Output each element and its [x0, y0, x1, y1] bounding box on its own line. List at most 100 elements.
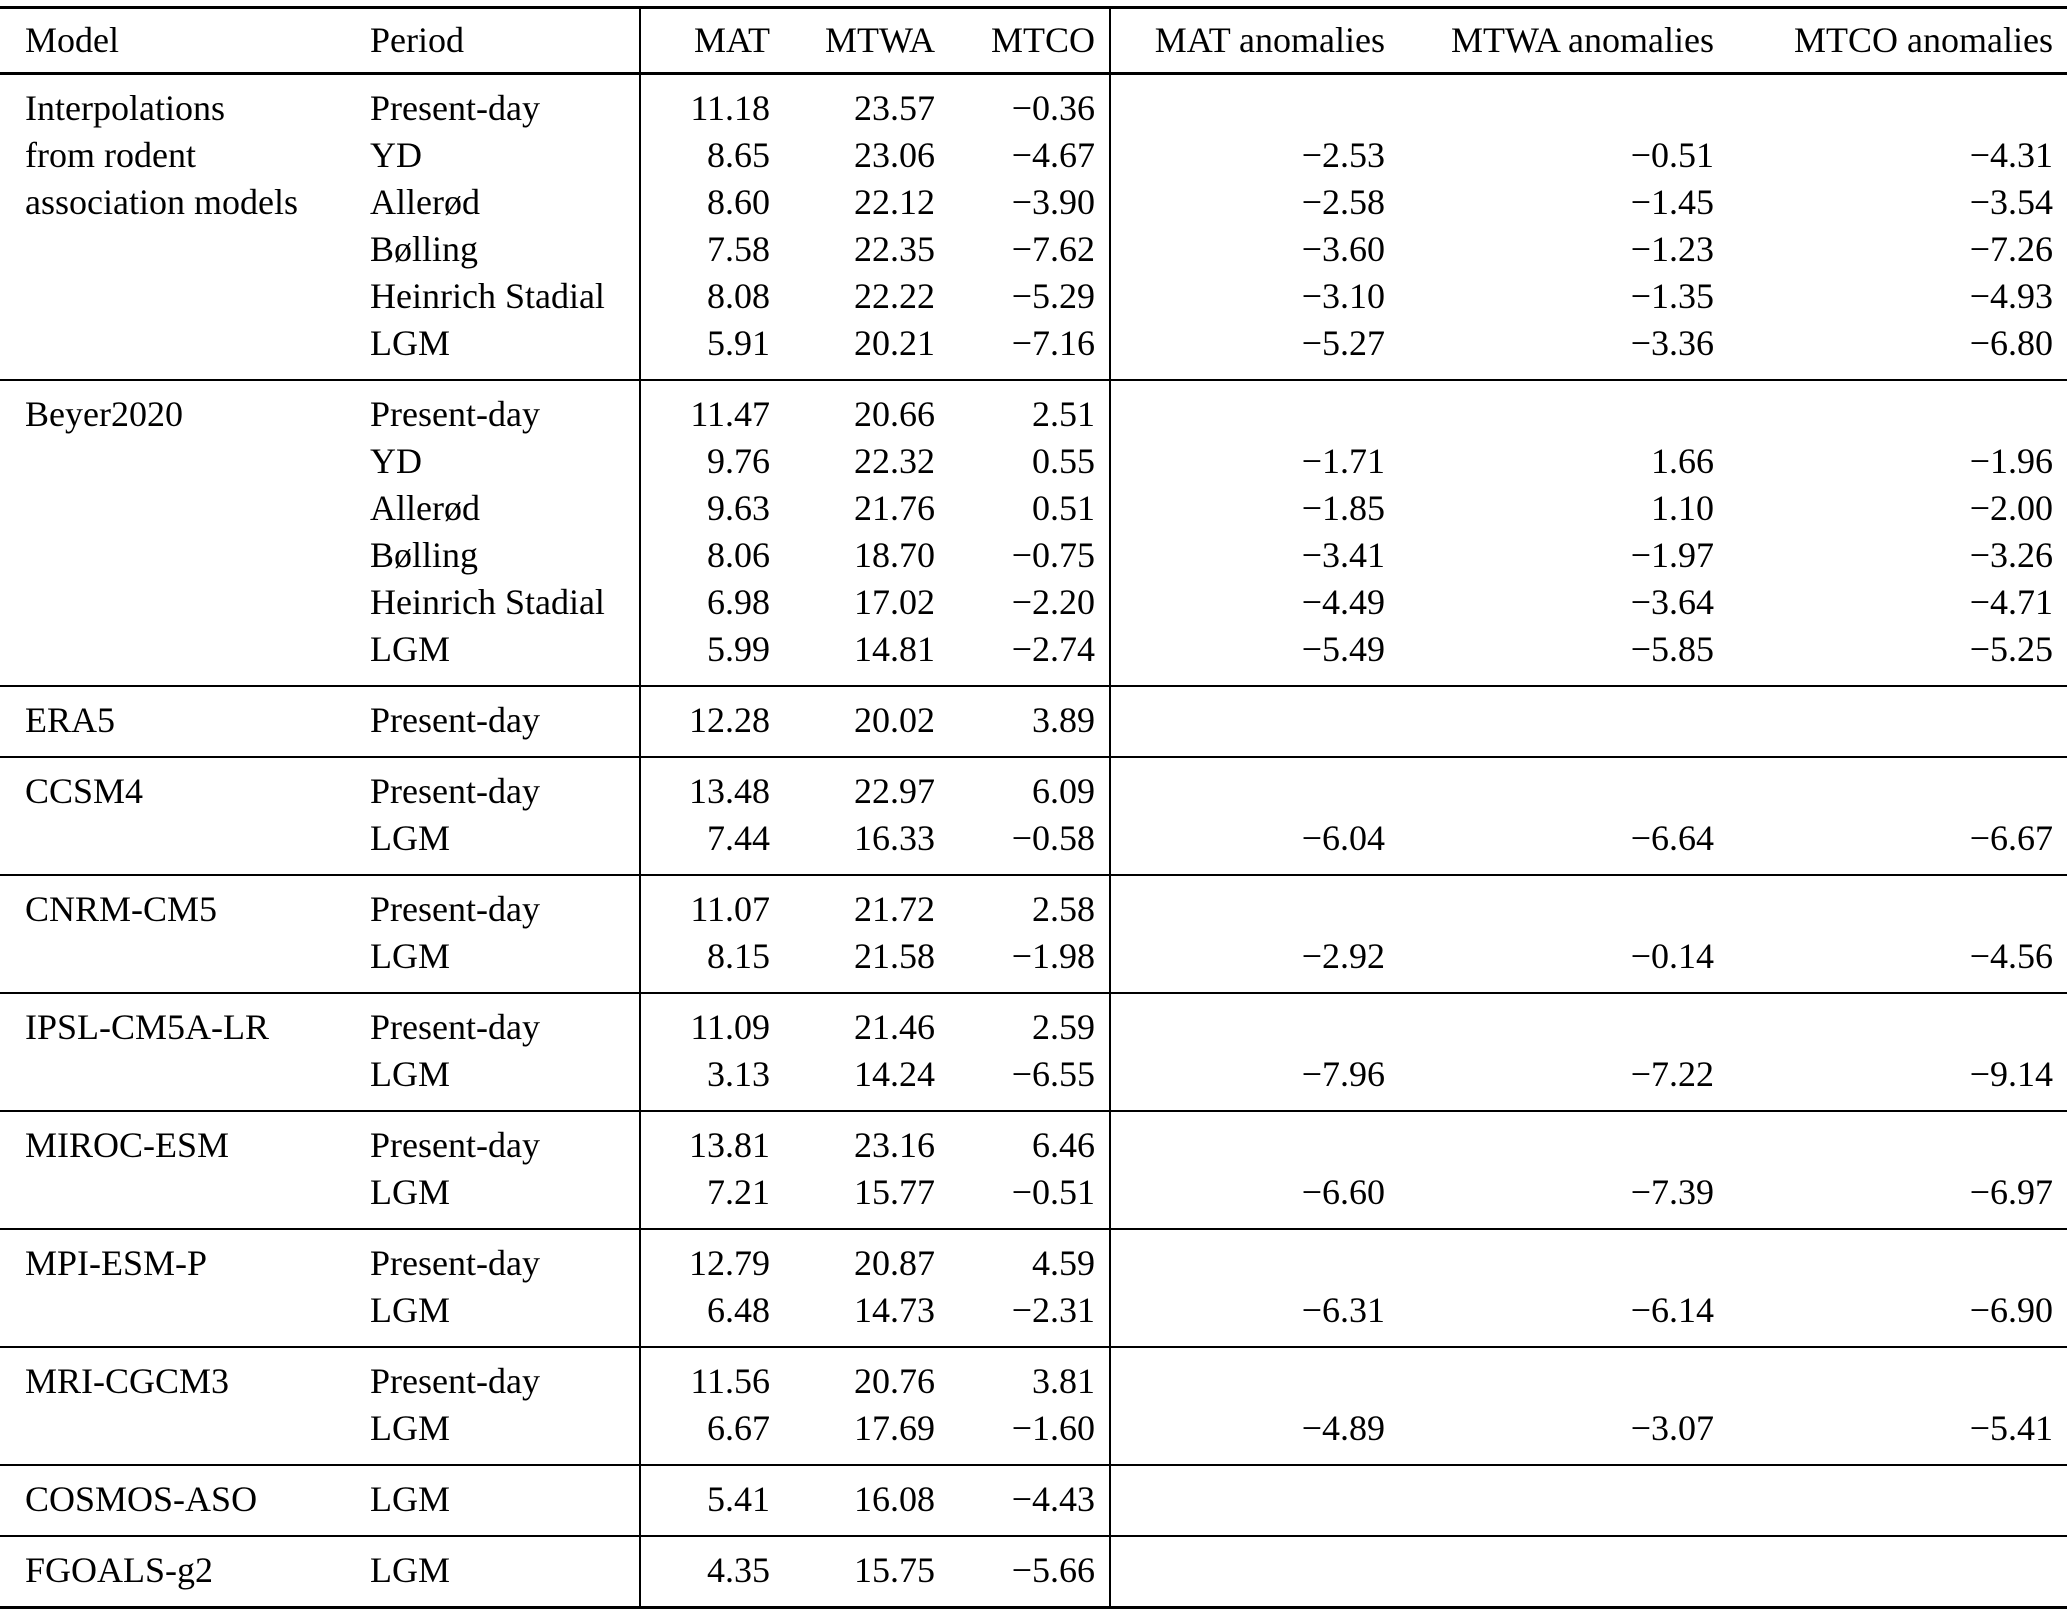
mtco-cell: −4.43 [945, 1464, 1110, 1536]
mat-cell: 8.08 [639, 273, 780, 320]
mat-cell: 13.48 [639, 756, 780, 815]
mtco-anom-cell: −1.96 [1969, 441, 2053, 481]
mtco-anom-cell [1720, 1228, 2067, 1287]
mtwa-cell: 20.66 [780, 379, 945, 438]
model-name-cell: association models [25, 182, 298, 222]
mtwa-anom-cell: 1.10 [1651, 488, 1714, 528]
table-row: Interpolations Present-day 11.18 23.57 −0.36 [0, 72, 2067, 132]
mat-anom-cell [1109, 379, 1395, 438]
table-row: LGM 6.67 17.69 −1.60 −4.89 −3.07 −5.41 [0, 1405, 2067, 1465]
mtco-anom-cell: −4.93 [1969, 276, 2053, 316]
column-header-model: Model [0, 7, 345, 75]
mtco-cell: 3.81 [945, 1346, 1110, 1405]
mtwa-anom-cell: −7.22 [1630, 1054, 1714, 1094]
period-cell: Present-day [345, 685, 640, 757]
mtco-anom-cell [1720, 1346, 2067, 1405]
mat-anom-cell [1109, 874, 1395, 933]
mtwa-cell: 17.02 [854, 582, 935, 622]
mtco-anom-cell: −6.97 [1969, 1172, 2053, 1212]
mtco-cell: −0.36 [945, 72, 1110, 132]
mtco-cell: −1.98 [1011, 936, 1095, 976]
mtwa-anom-cell: −6.64 [1630, 818, 1714, 858]
mat-anom-cell: −5.49 [1109, 626, 1395, 686]
period-cell: Present-day [345, 992, 640, 1051]
table-row: Allerød 9.63 21.76 0.51 −1.85 1.10 −2.00 [0, 485, 2067, 532]
period-cell: YD [370, 441, 422, 481]
mtco-cell: 0.55 [1032, 441, 1095, 481]
mat-cell: 5.41 [639, 1464, 780, 1536]
mtwa-cell: 16.08 [780, 1464, 945, 1536]
table-row: LGM 8.15 21.58 −1.98 −2.92 −0.14 −4.56 [0, 933, 2067, 993]
climate-model-comparison-table: Model Period MAT MTWA MTCO MAT anomalies MTWA … [0, 6, 2067, 1609]
mtwa-cell: 20.02 [780, 685, 945, 757]
table-row: CNRM-CM5 Present-day 11.07 21.72 2.58 [0, 874, 2067, 933]
table-row: LGM 7.44 16.33 −0.58 −6.04 −6.64 −6.67 [0, 815, 2067, 875]
mtco-cell: 6.46 [945, 1110, 1110, 1169]
mtco-cell: −5.66 [945, 1535, 1110, 1608]
mat-anom-cell [1109, 1464, 1395, 1536]
model-name-cell: CNRM-CM5 [0, 874, 345, 933]
period-cell: Allerød [370, 182, 480, 222]
mat-anom-cell: −6.60 [1109, 1169, 1395, 1229]
mat-anom-cell: −2.58 [1109, 179, 1395, 226]
model-name-cell: from rodent [25, 135, 196, 175]
period-cell: LGM [370, 323, 450, 363]
mat-cell: 4.35 [639, 1535, 780, 1608]
mtwa-anom-cell: −1.45 [1630, 182, 1714, 222]
model-name-cell [0, 320, 345, 380]
table-row: Heinrich Stadial 8.08 22.22 −5.29 −3.10 −1.35… [0, 273, 2067, 320]
table-row: LGM 6.48 14.73 −2.31 −6.31 −6.14 −6.90 [0, 1287, 2067, 1347]
mtwa-cell: 21.58 [854, 936, 935, 976]
mtco-anom-cell: −5.25 [1969, 629, 2053, 669]
table-row: Bølling 7.58 22.35 −7.62 −3.60 −1.23 −7.26 [0, 226, 2067, 273]
mat-cell: 3.13 [639, 1051, 780, 1111]
mtco-cell: 2.58 [945, 874, 1110, 933]
mtwa-cell: 22.22 [854, 276, 935, 316]
period-cell: Bølling [370, 535, 479, 575]
mtco-anom-cell: −9.14 [1969, 1054, 2053, 1094]
table-row: LGM 5.99 14.81 −2.74 −5.49 −5.85 −5.25 [0, 626, 2067, 686]
mtco-anom-cell [1720, 72, 2067, 132]
mat-anom-cell: −7.96 [1109, 1051, 1395, 1111]
column-header-period: Period [345, 7, 640, 75]
period-cell: Allerød [370, 488, 480, 528]
mtwa-anom-cell: −1.35 [1630, 276, 1714, 316]
mtwa-cell: 18.70 [854, 535, 935, 575]
mat-cell: 9.63 [639, 485, 780, 532]
mat-cell: 7.44 [639, 815, 780, 875]
model-name-cell [0, 1287, 345, 1347]
mat-cell: 11.47 [639, 379, 780, 438]
table-row: LGM 3.13 14.24 −6.55 −7.96 −7.22 −9.14 [0, 1051, 2067, 1111]
mtco-cell: −2.74 [1011, 629, 1095, 669]
mat-cell: 7.21 [639, 1169, 780, 1229]
mat-anom-cell [1109, 1110, 1395, 1169]
model-name-cell: Interpolations [0, 72, 345, 132]
mat-anom-cell [1109, 992, 1395, 1051]
mat-cell: 12.28 [639, 685, 780, 757]
mat-anom-cell: −1.71 [1109, 438, 1395, 485]
model-name-cell [0, 273, 345, 320]
mtwa-anom-cell [1395, 874, 1720, 933]
mat-anom-cell [1109, 1346, 1395, 1405]
table-row: COSMOS-ASO LGM 5.41 16.08 −4.43 [0, 1464, 2067, 1536]
table-row: LGM 5.91 20.21 −7.16 −5.27 −3.36 −6.80 [0, 320, 2067, 380]
mtco-anom-cell: −6.90 [1969, 1290, 2053, 1330]
mat-anom-cell: −3.41 [1109, 532, 1395, 579]
model-name-cell: CCSM4 [0, 756, 345, 815]
period-cell: Heinrich Stadial [370, 582, 605, 622]
mat-anom-cell: −2.92 [1109, 933, 1395, 993]
mtwa-anom-cell [1395, 72, 1720, 132]
mtwa-anom-cell [1395, 1464, 1720, 1536]
mat-cell: 9.76 [639, 438, 780, 485]
period-cell: YD [370, 135, 422, 175]
mat-cell: 11.18 [639, 72, 780, 132]
mat-cell: 8.65 [639, 132, 780, 179]
mtco-cell: −5.29 [1011, 276, 1095, 316]
mtwa-cell: 23.06 [854, 135, 935, 175]
model-name-cell [0, 1169, 345, 1229]
mtco-cell: 2.59 [945, 992, 1110, 1051]
period-cell: LGM [370, 629, 450, 669]
table-row: FGOALS-g2 LGM 4.35 15.75 −5.66 [0, 1535, 2067, 1608]
table-row: MIROC-ESM Present-day 13.81 23.16 6.46 [0, 1110, 2067, 1169]
